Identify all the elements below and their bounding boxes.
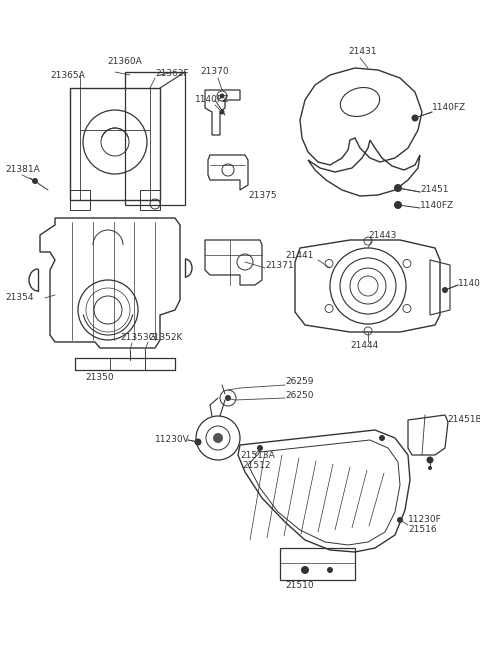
- Text: 21360A: 21360A: [108, 58, 143, 66]
- Circle shape: [442, 287, 448, 293]
- Circle shape: [394, 184, 402, 192]
- Text: 21353G: 21353G: [120, 334, 156, 342]
- Circle shape: [394, 201, 402, 209]
- Text: 21362F: 21362F: [155, 68, 189, 78]
- Text: 21354: 21354: [5, 294, 34, 302]
- Text: 1140EN: 1140EN: [458, 279, 480, 288]
- Text: 21512: 21512: [242, 461, 271, 470]
- Text: 21352K: 21352K: [148, 334, 182, 342]
- Text: 1140FZ: 1140FZ: [432, 104, 466, 112]
- Text: 21443: 21443: [368, 231, 396, 240]
- Text: 21371: 21371: [265, 260, 294, 269]
- Circle shape: [225, 395, 231, 401]
- Text: 21444: 21444: [350, 340, 378, 350]
- Circle shape: [219, 93, 225, 99]
- Text: 1140FZ: 1140FZ: [195, 95, 229, 104]
- Text: 21350: 21350: [86, 373, 114, 382]
- Circle shape: [411, 114, 419, 122]
- Text: 21381A: 21381A: [5, 166, 40, 175]
- Circle shape: [397, 517, 403, 523]
- Text: 21431: 21431: [348, 47, 376, 57]
- Text: 21516: 21516: [408, 526, 437, 535]
- Circle shape: [379, 435, 385, 441]
- Circle shape: [301, 566, 309, 574]
- Text: 21451B: 21451B: [447, 415, 480, 424]
- Text: 11230F: 11230F: [408, 516, 442, 524]
- Text: 21375: 21375: [248, 191, 276, 200]
- Circle shape: [32, 178, 38, 184]
- Text: 1140FZ: 1140FZ: [420, 202, 454, 210]
- Text: 21513A: 21513A: [240, 451, 275, 459]
- Text: 21365A: 21365A: [50, 70, 85, 79]
- Text: 26259: 26259: [285, 378, 313, 386]
- Circle shape: [194, 438, 202, 445]
- Text: 11230V: 11230V: [155, 436, 190, 445]
- Circle shape: [427, 457, 433, 463]
- Text: 21451: 21451: [420, 185, 448, 194]
- Text: 26250: 26250: [285, 392, 313, 401]
- Text: 21510: 21510: [286, 581, 314, 589]
- Text: 21370: 21370: [200, 68, 228, 76]
- Circle shape: [257, 445, 263, 451]
- Circle shape: [219, 110, 225, 114]
- Circle shape: [428, 466, 432, 470]
- Circle shape: [213, 433, 223, 443]
- Text: 21441: 21441: [285, 252, 313, 260]
- Circle shape: [327, 567, 333, 573]
